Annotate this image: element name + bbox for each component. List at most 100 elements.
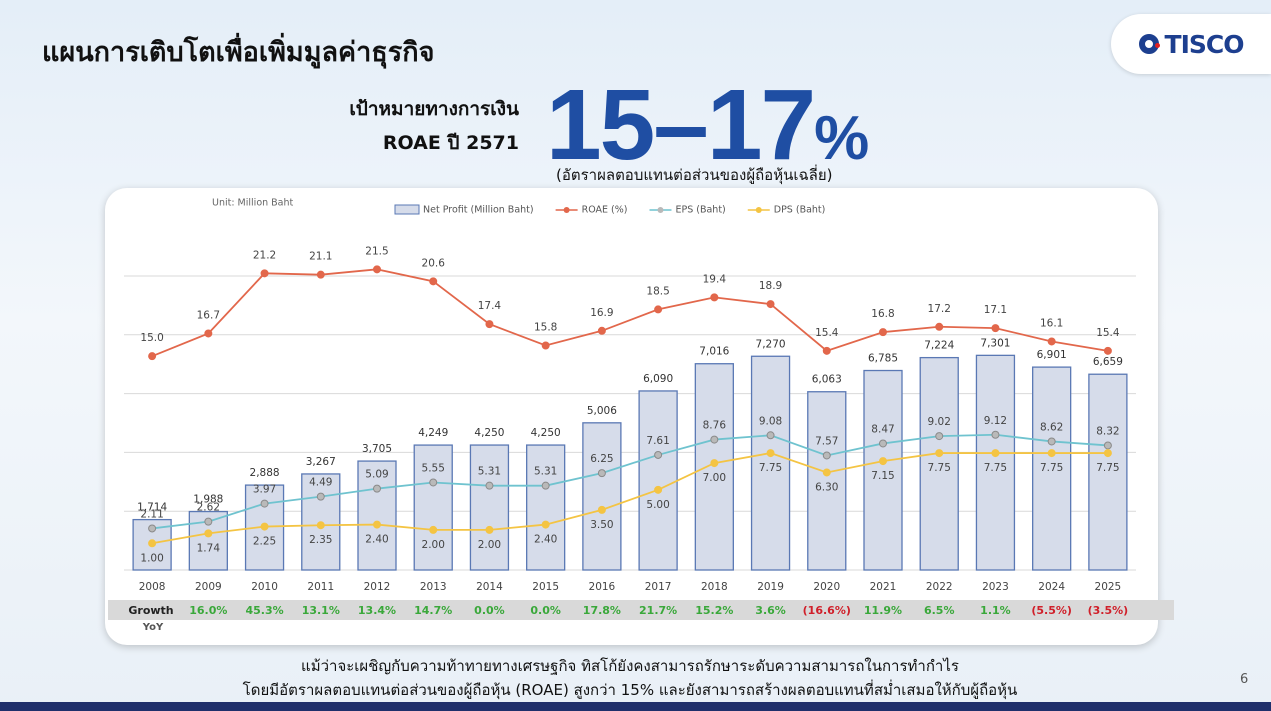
bar bbox=[357, 460, 397, 571]
bar bbox=[1088, 373, 1128, 571]
bar-label: 4,250 bbox=[531, 427, 561, 439]
series-point bbox=[935, 322, 944, 331]
series-point bbox=[204, 329, 213, 338]
series-point bbox=[373, 520, 381, 529]
target-range: 15–17 bbox=[546, 69, 816, 181]
bar-label: 4,249 bbox=[418, 427, 448, 439]
series-point bbox=[485, 320, 494, 329]
x-tick-label: 2019 bbox=[757, 581, 784, 593]
growth-value: 0.0% bbox=[474, 604, 505, 617]
bar-label: 3,267 bbox=[306, 456, 336, 468]
series-point bbox=[148, 352, 157, 361]
bar-label: 6,659 bbox=[1093, 356, 1123, 368]
bar-label: 7,224 bbox=[924, 340, 954, 352]
series-point bbox=[541, 341, 550, 350]
point-label: 9.12 bbox=[984, 415, 1007, 427]
series-point bbox=[1047, 337, 1056, 346]
logo-icon bbox=[1138, 34, 1160, 54]
legend-point bbox=[657, 207, 664, 213]
point-label: 3.97 bbox=[253, 484, 276, 496]
point-label: 15.4 bbox=[1096, 327, 1120, 339]
point-label: 7.75 bbox=[759, 462, 782, 474]
point-label: 17.4 bbox=[478, 300, 502, 312]
series-point bbox=[260, 269, 269, 278]
series-point bbox=[485, 525, 494, 534]
x-tick-label: 2021 bbox=[870, 581, 897, 593]
bar bbox=[750, 355, 791, 571]
bar-label: 7,016 bbox=[699, 346, 729, 358]
logo-text: TISCO bbox=[1164, 29, 1245, 59]
point-label: 19.4 bbox=[703, 273, 727, 285]
unit-note: Unit: Million Baht bbox=[212, 198, 294, 209]
growth-band bbox=[108, 600, 1174, 620]
point-label: 7.61 bbox=[646, 435, 669, 447]
growth-value: (5.5%) bbox=[1031, 604, 1072, 617]
series-point bbox=[1103, 346, 1112, 355]
point-label: 2.00 bbox=[422, 539, 445, 551]
page-number: 6 bbox=[1240, 672, 1249, 687]
series-point bbox=[373, 265, 381, 274]
series-point bbox=[710, 435, 719, 444]
series-point bbox=[260, 522, 269, 531]
series-point bbox=[597, 326, 606, 335]
growth-value: (3.5%) bbox=[1088, 604, 1129, 617]
series-point bbox=[991, 449, 1000, 458]
point-label: 21.5 bbox=[365, 245, 388, 257]
growth-label: Growth bbox=[128, 604, 173, 617]
x-tick-label: 2012 bbox=[364, 581, 391, 593]
series-point bbox=[991, 324, 1000, 333]
growth-value: 3.6% bbox=[755, 604, 786, 617]
series-line bbox=[151, 452, 1108, 545]
x-tick-label: 2018 bbox=[701, 581, 728, 593]
point-label: 15.4 bbox=[815, 327, 839, 339]
x-tick-label: 2013 bbox=[420, 581, 447, 593]
bottom-bar bbox=[0, 702, 1271, 711]
bar-label: 1,714 bbox=[137, 502, 167, 514]
series-point bbox=[879, 457, 887, 466]
target-unit: % bbox=[814, 104, 870, 173]
point-label: 18.5 bbox=[646, 285, 669, 297]
series-point bbox=[373, 484, 381, 493]
x-tick-label: 2015 bbox=[532, 581, 559, 593]
series-point bbox=[1047, 449, 1056, 458]
point-label: 15.8 bbox=[534, 321, 557, 333]
point-label: 7.15 bbox=[871, 470, 894, 482]
series-point bbox=[485, 481, 494, 490]
growth-value: 13.4% bbox=[358, 604, 396, 617]
point-label: 2.35 bbox=[309, 534, 332, 546]
point-label: 5.09 bbox=[365, 469, 388, 481]
legend-label: ROAE (%) bbox=[582, 205, 628, 216]
footer-text: โดยมีอัตราผลตอบแทนต่อส่วนของผู้ถือหุ้น (… bbox=[242, 681, 1018, 699]
series-point bbox=[429, 478, 438, 487]
series-point bbox=[260, 499, 269, 508]
point-label: 5.55 bbox=[422, 462, 445, 474]
series-point bbox=[429, 525, 438, 534]
point-label: 2.00 bbox=[478, 539, 501, 551]
legend-label: EPS (Baht) bbox=[675, 205, 725, 216]
x-tick-label: 2024 bbox=[1038, 581, 1065, 593]
target-note: (อัตราผลตอบแทนต่อส่วนของผู้ถือหุ้นเฉลี่ย… bbox=[556, 166, 833, 184]
x-tick-label: 2014 bbox=[476, 581, 503, 593]
series-point bbox=[766, 431, 775, 440]
growth-value: (16.6%) bbox=[803, 604, 851, 617]
target-value: 15–17% bbox=[546, 68, 869, 183]
bar-label: 6,901 bbox=[1037, 349, 1067, 361]
point-label: 5.31 bbox=[534, 466, 557, 478]
point-label: 7.75 bbox=[984, 462, 1007, 474]
bar-label: 7,301 bbox=[980, 337, 1010, 349]
point-label: 2.25 bbox=[253, 536, 276, 548]
series-point bbox=[316, 521, 325, 530]
point-label: 2.40 bbox=[365, 534, 388, 546]
series-point bbox=[1047, 437, 1056, 446]
bar-label: 1,988 bbox=[193, 494, 223, 506]
series-point bbox=[710, 293, 719, 302]
series-point bbox=[822, 346, 831, 355]
series-point bbox=[148, 524, 157, 533]
point-label: 7.75 bbox=[928, 462, 951, 474]
series-point bbox=[204, 529, 213, 538]
growth-value: 45.3% bbox=[245, 604, 283, 617]
point-label: 7.00 bbox=[703, 472, 726, 484]
series-point bbox=[879, 328, 887, 337]
series-point bbox=[1103, 441, 1112, 450]
bar-label: 6,063 bbox=[812, 374, 842, 386]
